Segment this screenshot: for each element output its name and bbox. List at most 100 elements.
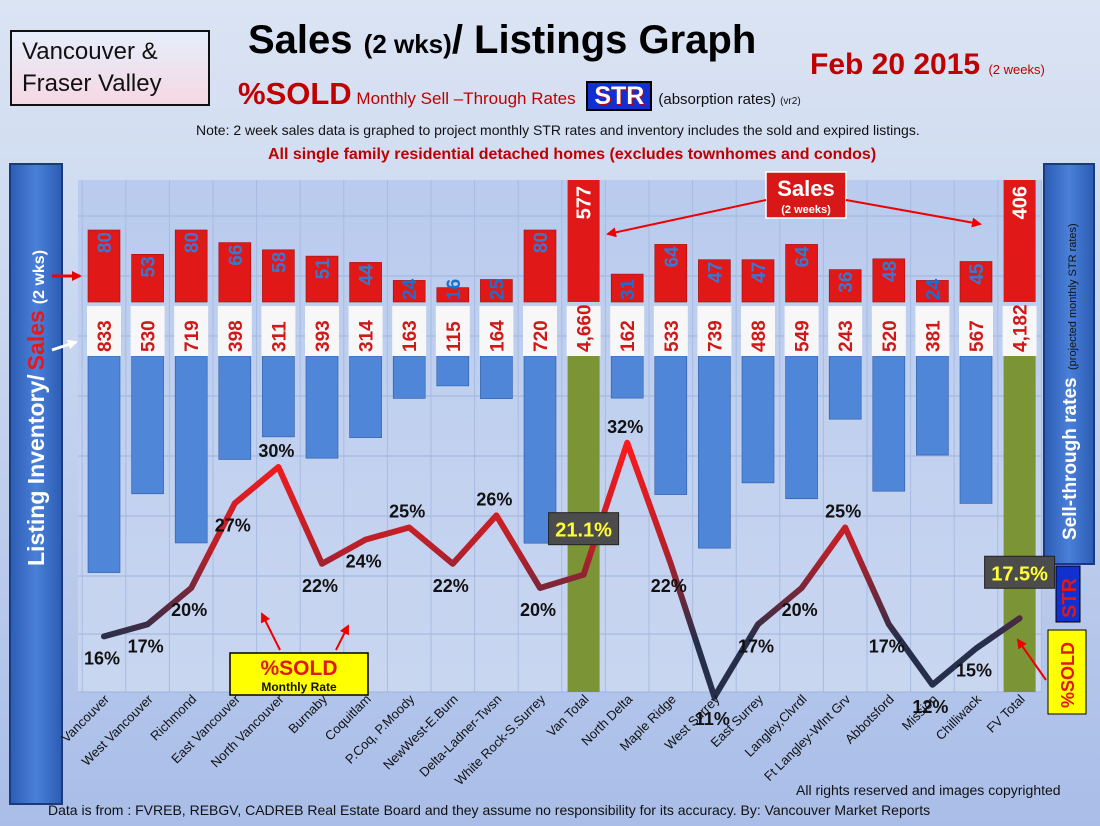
total-rate-box xyxy=(548,512,620,546)
sold-label: 15% xyxy=(956,661,992,681)
sales-bar xyxy=(654,244,688,303)
right-axis-panel xyxy=(1043,163,1095,565)
sales-bar xyxy=(959,261,993,303)
title-main: Sales xyxy=(248,18,364,62)
sales-label: 64 xyxy=(662,246,683,268)
inventory-label: 314 xyxy=(357,320,378,352)
sales-label: 24 xyxy=(400,278,421,300)
sold-callout-sub: Monthly Rate xyxy=(261,680,337,694)
sales-bar xyxy=(698,259,731,303)
report-date: Feb 20 2015 (2 weeks) xyxy=(810,48,1045,82)
inventory-label-box xyxy=(915,306,950,356)
sales-label: 80 xyxy=(182,232,203,253)
sold-label: 17% xyxy=(128,636,164,656)
sales-arrow-left xyxy=(606,199,767,238)
sales-label: 16 xyxy=(444,279,465,300)
inventory-label: 115 xyxy=(444,321,465,352)
inventory-label-box xyxy=(828,306,863,356)
fv-arrow xyxy=(1016,638,1047,681)
inventory-label-box xyxy=(959,306,993,356)
sales-bar xyxy=(610,273,644,303)
inventory-label: 833 xyxy=(95,320,116,352)
date-text: Feb 20 2015 xyxy=(810,48,989,81)
inventory-bar xyxy=(785,355,818,500)
inventory-label-box xyxy=(87,306,121,356)
sold-label: 22% xyxy=(433,576,469,596)
sales-bar xyxy=(305,255,339,303)
sold-line xyxy=(101,439,1023,700)
sold-label: 22% xyxy=(651,576,687,596)
sales-bar xyxy=(741,259,775,303)
date-note: (2 weeks) xyxy=(988,62,1045,77)
sold-label: 17.5% xyxy=(991,563,1048,585)
sold-arrow-1 xyxy=(261,612,281,651)
right-str-text: STR xyxy=(1059,577,1081,618)
inventory-bar xyxy=(610,355,644,399)
inventory-label: 163 xyxy=(400,320,421,352)
inventory-label-box xyxy=(741,306,775,356)
inventory-label: 164 xyxy=(487,320,508,352)
left-axis-label: Listing Inventory/Sales (2 wks) xyxy=(23,250,49,566)
sold-label: 20% xyxy=(782,600,818,620)
inventory-label: 720 xyxy=(531,320,552,352)
sold-label: 21.1% xyxy=(555,520,612,542)
sales-label: 80 xyxy=(531,232,552,253)
inventory-bar xyxy=(305,355,339,459)
sales-label: 577 xyxy=(574,186,596,219)
inventory-label-box xyxy=(479,306,514,356)
inventory-label-box xyxy=(435,306,470,356)
left-axis-label-3: (2 wks) xyxy=(31,250,48,304)
inventory-label: 243 xyxy=(836,320,857,352)
sold-label: 12% xyxy=(912,697,948,717)
sales-label: 80 xyxy=(95,232,116,253)
inventory-label-box xyxy=(523,306,557,356)
right-sold-badge xyxy=(1047,629,1087,715)
inventory-label: 567 xyxy=(967,320,988,352)
inventory-label-box xyxy=(653,306,688,356)
inventory-label: 393 xyxy=(313,320,334,352)
page-title: Sales (2 wks)/ Listings Graph xyxy=(248,18,756,63)
sales-bar xyxy=(218,242,252,303)
inventory-bar xyxy=(349,355,382,438)
right-str-badge xyxy=(1055,565,1081,623)
inventory-label: 381 xyxy=(923,320,944,352)
left-axis-panel xyxy=(9,163,63,805)
inventory-label: 530 xyxy=(139,320,160,352)
sold-label: 26% xyxy=(476,489,512,509)
sales-bar xyxy=(349,262,382,303)
bars-layer xyxy=(87,180,1037,692)
sales-label: 25 xyxy=(487,278,508,300)
note-text: Note: 2 week sales data is graphed to pr… xyxy=(196,122,920,138)
sales-bar xyxy=(480,279,513,303)
category-label: NewWest-E.Burn xyxy=(380,692,461,773)
inventory-label-box xyxy=(305,306,339,356)
region-line-2: Fraser Valley xyxy=(22,70,162,97)
sales-bar xyxy=(262,249,295,303)
inventory-axis-arrow xyxy=(51,339,78,352)
sales-bar xyxy=(916,280,949,303)
inventory-label: 549 xyxy=(793,320,814,352)
inventory-label: 719 xyxy=(182,320,203,352)
inventory-bar xyxy=(959,355,993,504)
total-rate-box xyxy=(984,555,1056,589)
inventory-label: 398 xyxy=(226,320,247,352)
subtitle-text: Monthly Sell –Through Rates xyxy=(351,89,581,108)
right-sold-text: %SOLD xyxy=(1058,642,1078,708)
sales-label: 24 xyxy=(923,278,944,300)
sales-label: 51 xyxy=(313,258,334,280)
sold-label: 32% xyxy=(607,417,643,437)
region-line-1: Vancouver & xyxy=(22,38,158,65)
left-axis-label-2: Sales xyxy=(23,310,49,370)
inventory-label-box xyxy=(1002,306,1037,356)
inventory-label: 4,182 xyxy=(1011,304,1032,352)
sales-arrow-right xyxy=(845,199,982,228)
inventory-bar xyxy=(392,355,426,399)
sold-label: 20% xyxy=(520,600,556,620)
inventory-label-box xyxy=(130,306,165,356)
sold-label: 11% xyxy=(695,709,730,729)
inventory-bar xyxy=(654,355,688,495)
sales-label: 45 xyxy=(967,263,988,285)
sales-label: 64 xyxy=(793,246,814,268)
inventory-bar xyxy=(741,355,775,484)
inventory-bar xyxy=(1003,356,1036,692)
